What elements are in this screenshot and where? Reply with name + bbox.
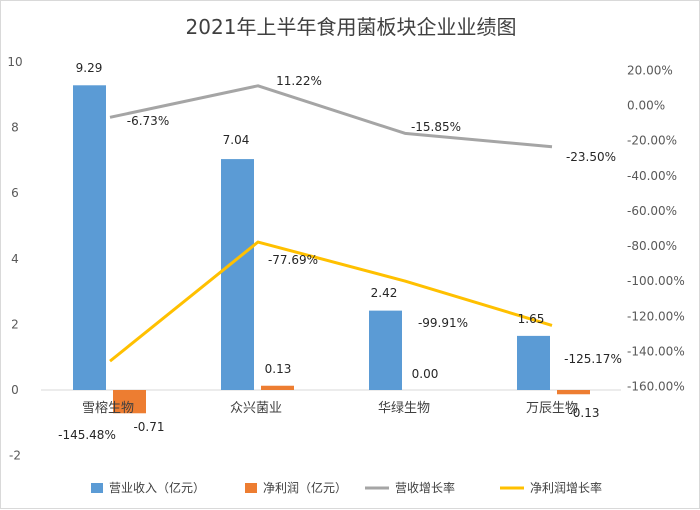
- net-profit-data-label: 0.13: [265, 362, 292, 376]
- net-profit-bar: [113, 390, 146, 414]
- revenue-growth-line: [109, 84, 553, 149]
- legend-swatch: [91, 483, 103, 493]
- y-right-tick-label: -140.00%: [627, 345, 685, 359]
- net-profit-growth-data-label: -99.91%: [418, 316, 468, 330]
- net-profit-bar: [261, 385, 294, 390]
- revenue-growth-data-label: -6.73%: [127, 114, 169, 128]
- y-right-tick-label: -80.00%: [627, 239, 677, 253]
- legend-swatch: [245, 483, 257, 493]
- revenue-data-label: 7.04: [223, 133, 250, 147]
- legend-label: 营业收入（亿元）: [109, 480, 205, 495]
- revenue-data-label: 1.65: [518, 312, 545, 326]
- net-profit-data-label: 0.00: [412, 367, 439, 381]
- category-label: 众兴菌业: [230, 401, 282, 416]
- net-profit-bar: [557, 390, 590, 395]
- revenue-data-label: 9.29: [76, 61, 103, 75]
- net-profit-data-label: -0.71: [133, 420, 164, 434]
- category-label: 万辰生物: [526, 401, 578, 416]
- category-label: 雪榕生物: [82, 401, 134, 416]
- revenue-bar: [369, 310, 402, 390]
- legend-label: 营收增长率: [395, 480, 455, 495]
- chart-title: 2021年上半年食用菌板块企业业绩图: [185, 15, 517, 39]
- y-right-tick-label: -40.00%: [627, 169, 677, 183]
- y-right-tick-label: -100.00%: [627, 274, 685, 288]
- y-left-tick-label: 10: [7, 55, 22, 69]
- y-left-tick-label: 2: [11, 317, 19, 331]
- net-profit-growth-data-label: -77.69%: [268, 253, 318, 267]
- y-left-tick-label: 0: [11, 383, 19, 397]
- net-profit-data-label: -0.13: [568, 406, 599, 420]
- y-right-tick-label: 20.00%: [627, 63, 673, 77]
- category-label: 华绿生物: [378, 401, 430, 416]
- legend-label: 净利润（亿元）: [263, 480, 347, 495]
- revenue-growth-data-label: -23.50%: [566, 150, 616, 164]
- net-profit-growth-data-label: -145.48%: [58, 428, 116, 442]
- y-left-tick-label: -2: [9, 449, 21, 463]
- revenue-bar: [517, 335, 550, 390]
- revenue-growth-data-label: -15.85%: [411, 120, 461, 134]
- y-left-tick-label: 4: [11, 252, 19, 266]
- revenue-bar: [221, 159, 254, 390]
- y-right-tick-label: -60.00%: [627, 204, 677, 218]
- y-right-tick-label: -120.00%: [627, 309, 685, 323]
- revenue-data-label: 2.42: [371, 286, 398, 300]
- y-left-tick-label: 8: [11, 121, 19, 135]
- legend-label: 净利润增长率: [530, 480, 602, 495]
- net-profit-growth-line: [109, 240, 553, 363]
- y-right-tick-label: -20.00%: [627, 134, 677, 148]
- y-right-tick-label: 0.00%: [627, 99, 665, 113]
- y-left-tick-label: 6: [11, 186, 19, 200]
- revenue-bar: [73, 85, 106, 391]
- y-right-tick-label: -160.00%: [627, 380, 685, 394]
- revenue-growth-data-label: 11.22%: [276, 74, 322, 88]
- net-profit-growth-data-label: -125.17%: [564, 352, 622, 366]
